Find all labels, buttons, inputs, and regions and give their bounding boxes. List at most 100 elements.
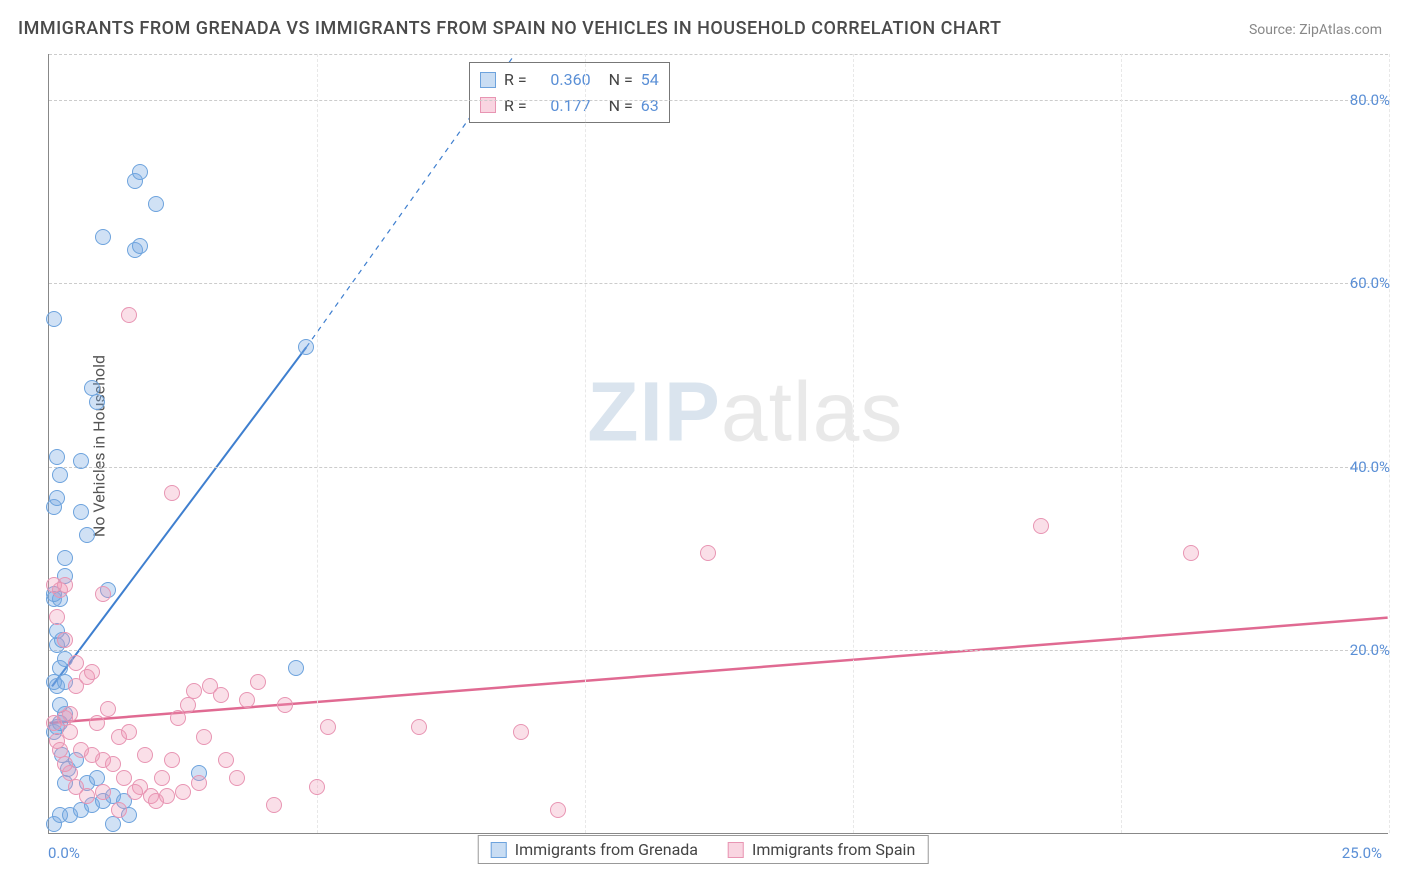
stats-row-grenada: R = 0.360 N = 54 [480, 67, 659, 93]
data-point-grenada [49, 449, 65, 465]
n-label: N = [609, 67, 633, 93]
gridline-v [853, 54, 854, 833]
data-point-grenada [298, 339, 314, 355]
plot-area: ZIPatlas R = 0.360 N = 54 R = 0.177 N = … [48, 54, 1388, 834]
trendlines-layer [49, 54, 1388, 833]
n-label: N = [609, 93, 633, 119]
data-point-spain [277, 697, 293, 713]
y-tick-label: 40.0% [1350, 458, 1390, 476]
data-point-grenada [79, 527, 95, 543]
data-point-grenada [95, 229, 111, 245]
data-point-spain [170, 710, 186, 726]
data-point-spain [513, 724, 529, 740]
data-point-spain [266, 797, 282, 813]
n-value-grenada: 54 [641, 67, 659, 93]
data-point-grenada [52, 467, 68, 483]
data-point-spain [1033, 518, 1049, 534]
watermark: ZIPatlas [587, 364, 903, 461]
data-point-spain [121, 307, 137, 323]
square-icon [491, 842, 507, 858]
data-point-spain [100, 701, 116, 717]
data-point-grenada [105, 816, 121, 832]
gridline-h [49, 100, 1388, 101]
gridline-h [49, 283, 1388, 284]
square-icon [728, 842, 744, 858]
stats-row-spain: R = 0.177 N = 63 [480, 93, 659, 119]
data-point-spain [164, 752, 180, 768]
gridline-v [1389, 54, 1390, 833]
y-tick-label: 80.0% [1350, 91, 1390, 109]
data-point-spain [218, 752, 234, 768]
y-tick-label: 20.0% [1350, 641, 1390, 659]
data-point-spain [62, 724, 78, 740]
data-point-spain [116, 770, 132, 786]
r-value-grenada: 0.360 [535, 67, 591, 93]
data-point-spain [175, 784, 191, 800]
data-point-spain [213, 687, 229, 703]
data-point-spain [49, 609, 65, 625]
data-point-spain [180, 697, 196, 713]
legend-bottom: Immigrants from Grenada Immigrants from … [478, 835, 929, 864]
data-point-spain [68, 779, 84, 795]
data-point-grenada [73, 453, 89, 469]
watermark-zip: ZIP [587, 365, 721, 459]
gridline-v [317, 54, 318, 833]
data-point-grenada [84, 380, 100, 396]
r-label: R = [504, 67, 527, 93]
x-tick-min: 0.0% [48, 844, 80, 862]
data-point-spain [89, 715, 105, 731]
data-point-spain [49, 733, 65, 749]
data-point-spain [57, 632, 73, 648]
correlation-stats-box: R = 0.360 N = 54 R = 0.177 N = 63 [469, 62, 670, 123]
legend-label-spain: Immigrants from Spain [752, 840, 915, 859]
gridline-h [49, 467, 1388, 468]
data-point-spain [1183, 545, 1199, 561]
data-point-grenada [49, 490, 65, 506]
data-point-spain [700, 545, 716, 561]
data-point-grenada [73, 504, 89, 520]
data-point-spain [105, 756, 121, 772]
x-tick-max: 25.0% [1342, 844, 1382, 862]
data-point-grenada [148, 196, 164, 212]
gridline-v [1121, 54, 1122, 833]
gridline-v [585, 54, 586, 833]
legend-item-spain: Immigrants from Spain [728, 840, 915, 859]
data-point-spain [137, 747, 153, 763]
gridline-h [49, 54, 1388, 55]
data-point-spain [186, 683, 202, 699]
r-value-spain: 0.177 [535, 93, 591, 119]
data-point-spain [309, 779, 325, 795]
data-point-spain [68, 655, 84, 671]
r-label: R = [504, 93, 527, 119]
data-point-grenada [132, 238, 148, 254]
data-point-spain [550, 802, 566, 818]
data-point-spain [84, 747, 100, 763]
data-point-grenada [57, 550, 73, 566]
square-icon [480, 72, 496, 88]
data-point-spain [320, 719, 336, 735]
data-point-spain [62, 706, 78, 722]
data-point-spain [154, 770, 170, 786]
data-point-grenada [132, 164, 148, 180]
data-point-spain [95, 784, 111, 800]
data-point-spain [250, 674, 266, 690]
data-point-spain [57, 756, 73, 772]
y-tick-label: 60.0% [1350, 274, 1390, 292]
data-point-spain [239, 692, 255, 708]
watermark-atlas: atlas [721, 365, 903, 459]
gridline-h [49, 650, 1388, 651]
data-point-spain [111, 802, 127, 818]
data-point-spain [191, 775, 207, 791]
data-point-spain [121, 724, 137, 740]
data-point-spain [164, 485, 180, 501]
data-point-spain [95, 586, 111, 602]
legend-label-grenada: Immigrants from Grenada [515, 840, 698, 859]
data-point-spain [127, 784, 143, 800]
source-attribution: Source: ZipAtlas.com [1249, 22, 1382, 38]
data-point-spain [229, 770, 245, 786]
data-point-spain [411, 719, 427, 735]
n-value-spain: 63 [641, 93, 659, 119]
data-point-spain [84, 664, 100, 680]
data-point-spain [57, 577, 73, 593]
data-point-grenada [288, 660, 304, 676]
